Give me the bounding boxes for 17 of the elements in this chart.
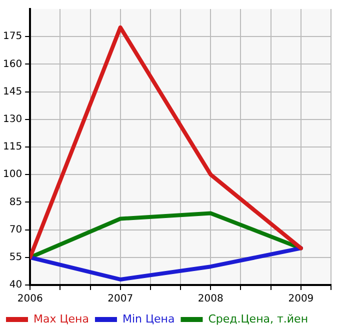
y-tick-label: 115 bbox=[2, 142, 22, 153]
y-tick-label: 160 bbox=[2, 58, 22, 70]
y-tick-label: 70 bbox=[9, 224, 22, 236]
x-tick-label: 2009 bbox=[288, 294, 314, 305]
y-tick-label: 145 bbox=[2, 86, 22, 98]
legend-label: Сред.Цена, т.йен bbox=[208, 312, 308, 326]
legend-label: Min Цена bbox=[122, 312, 175, 326]
y-tick-label: 175 bbox=[2, 31, 22, 42]
y-tick-label: 100 bbox=[2, 169, 22, 180]
legend-label: Max Цена bbox=[34, 312, 89, 326]
y-tick-label: 85 bbox=[9, 196, 22, 208]
y-tick-label: 40 bbox=[9, 280, 22, 291]
y-tick-label: 55 bbox=[9, 252, 22, 263]
y-tick-label: 130 bbox=[2, 114, 22, 125]
x-tick-label: 2007 bbox=[108, 294, 134, 305]
x-tick-label: 2006 bbox=[17, 294, 43, 305]
x-tick-label: 2008 bbox=[198, 294, 224, 305]
